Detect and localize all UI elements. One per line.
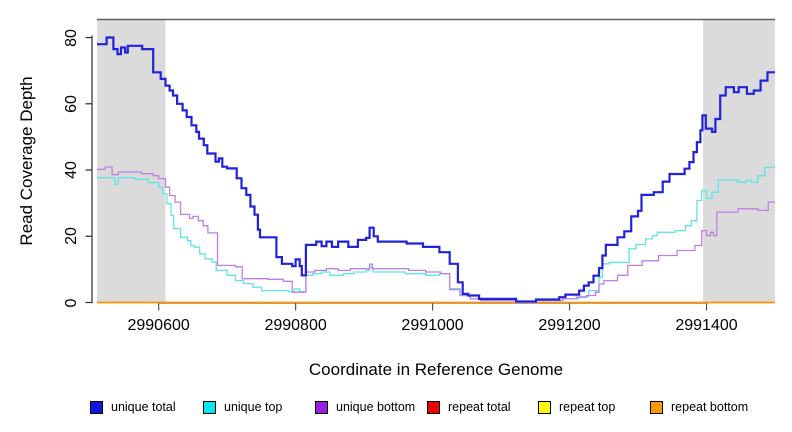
legend-label-repeat-top: repeat top [559,400,616,414]
y-tick-label: 40 [63,161,80,179]
y-tick-label: 60 [63,94,80,113]
legend-swatch-unique-top [203,400,216,414]
legend-label-repeat-bottom: repeat bottom [671,400,749,414]
y-tick-label: 0 [63,298,80,307]
y-tick-label: 20 [63,227,80,246]
y-tick-label: 80 [63,28,80,47]
x-tick-label: 2990800 [264,317,327,334]
legend-swatch-unique-bottom [315,400,328,414]
legend-item-repeat-bottom: repeat bottom [650,400,748,414]
legend-swatch-repeat-top [538,400,551,414]
legend-item-repeat-total: repeat total [427,400,511,414]
legend-swatch-repeat-bottom [650,400,663,414]
x-tick-label: 2990600 [127,317,190,334]
x-tick-label: 2991200 [538,317,601,334]
legend-label-unique-top: unique top [224,400,283,414]
legend-swatch-unique-total [90,400,103,414]
legend-label-unique-bottom: unique bottom [336,400,416,414]
x-tick-label: 2991000 [401,317,464,334]
legend-swatch-repeat-total [427,400,440,414]
x-axis-title: Coordinate in Reference Genome [308,360,564,379]
legend-item-repeat-top: repeat top [538,400,615,414]
legend-item-unique-bottom: unique bottom [315,400,415,414]
legend-label-unique-total: unique total [111,400,176,414]
legend-label-repeat-total: repeat total [448,400,511,414]
y-axis-title: Read Coverage Depth [17,76,36,246]
legend-item-unique-top: unique top [203,400,282,414]
x-tick-label: 2991400 [675,317,738,334]
legend-item-unique-total: unique total [90,400,176,414]
legend: unique total unique top unique bottom re… [0,400,792,422]
